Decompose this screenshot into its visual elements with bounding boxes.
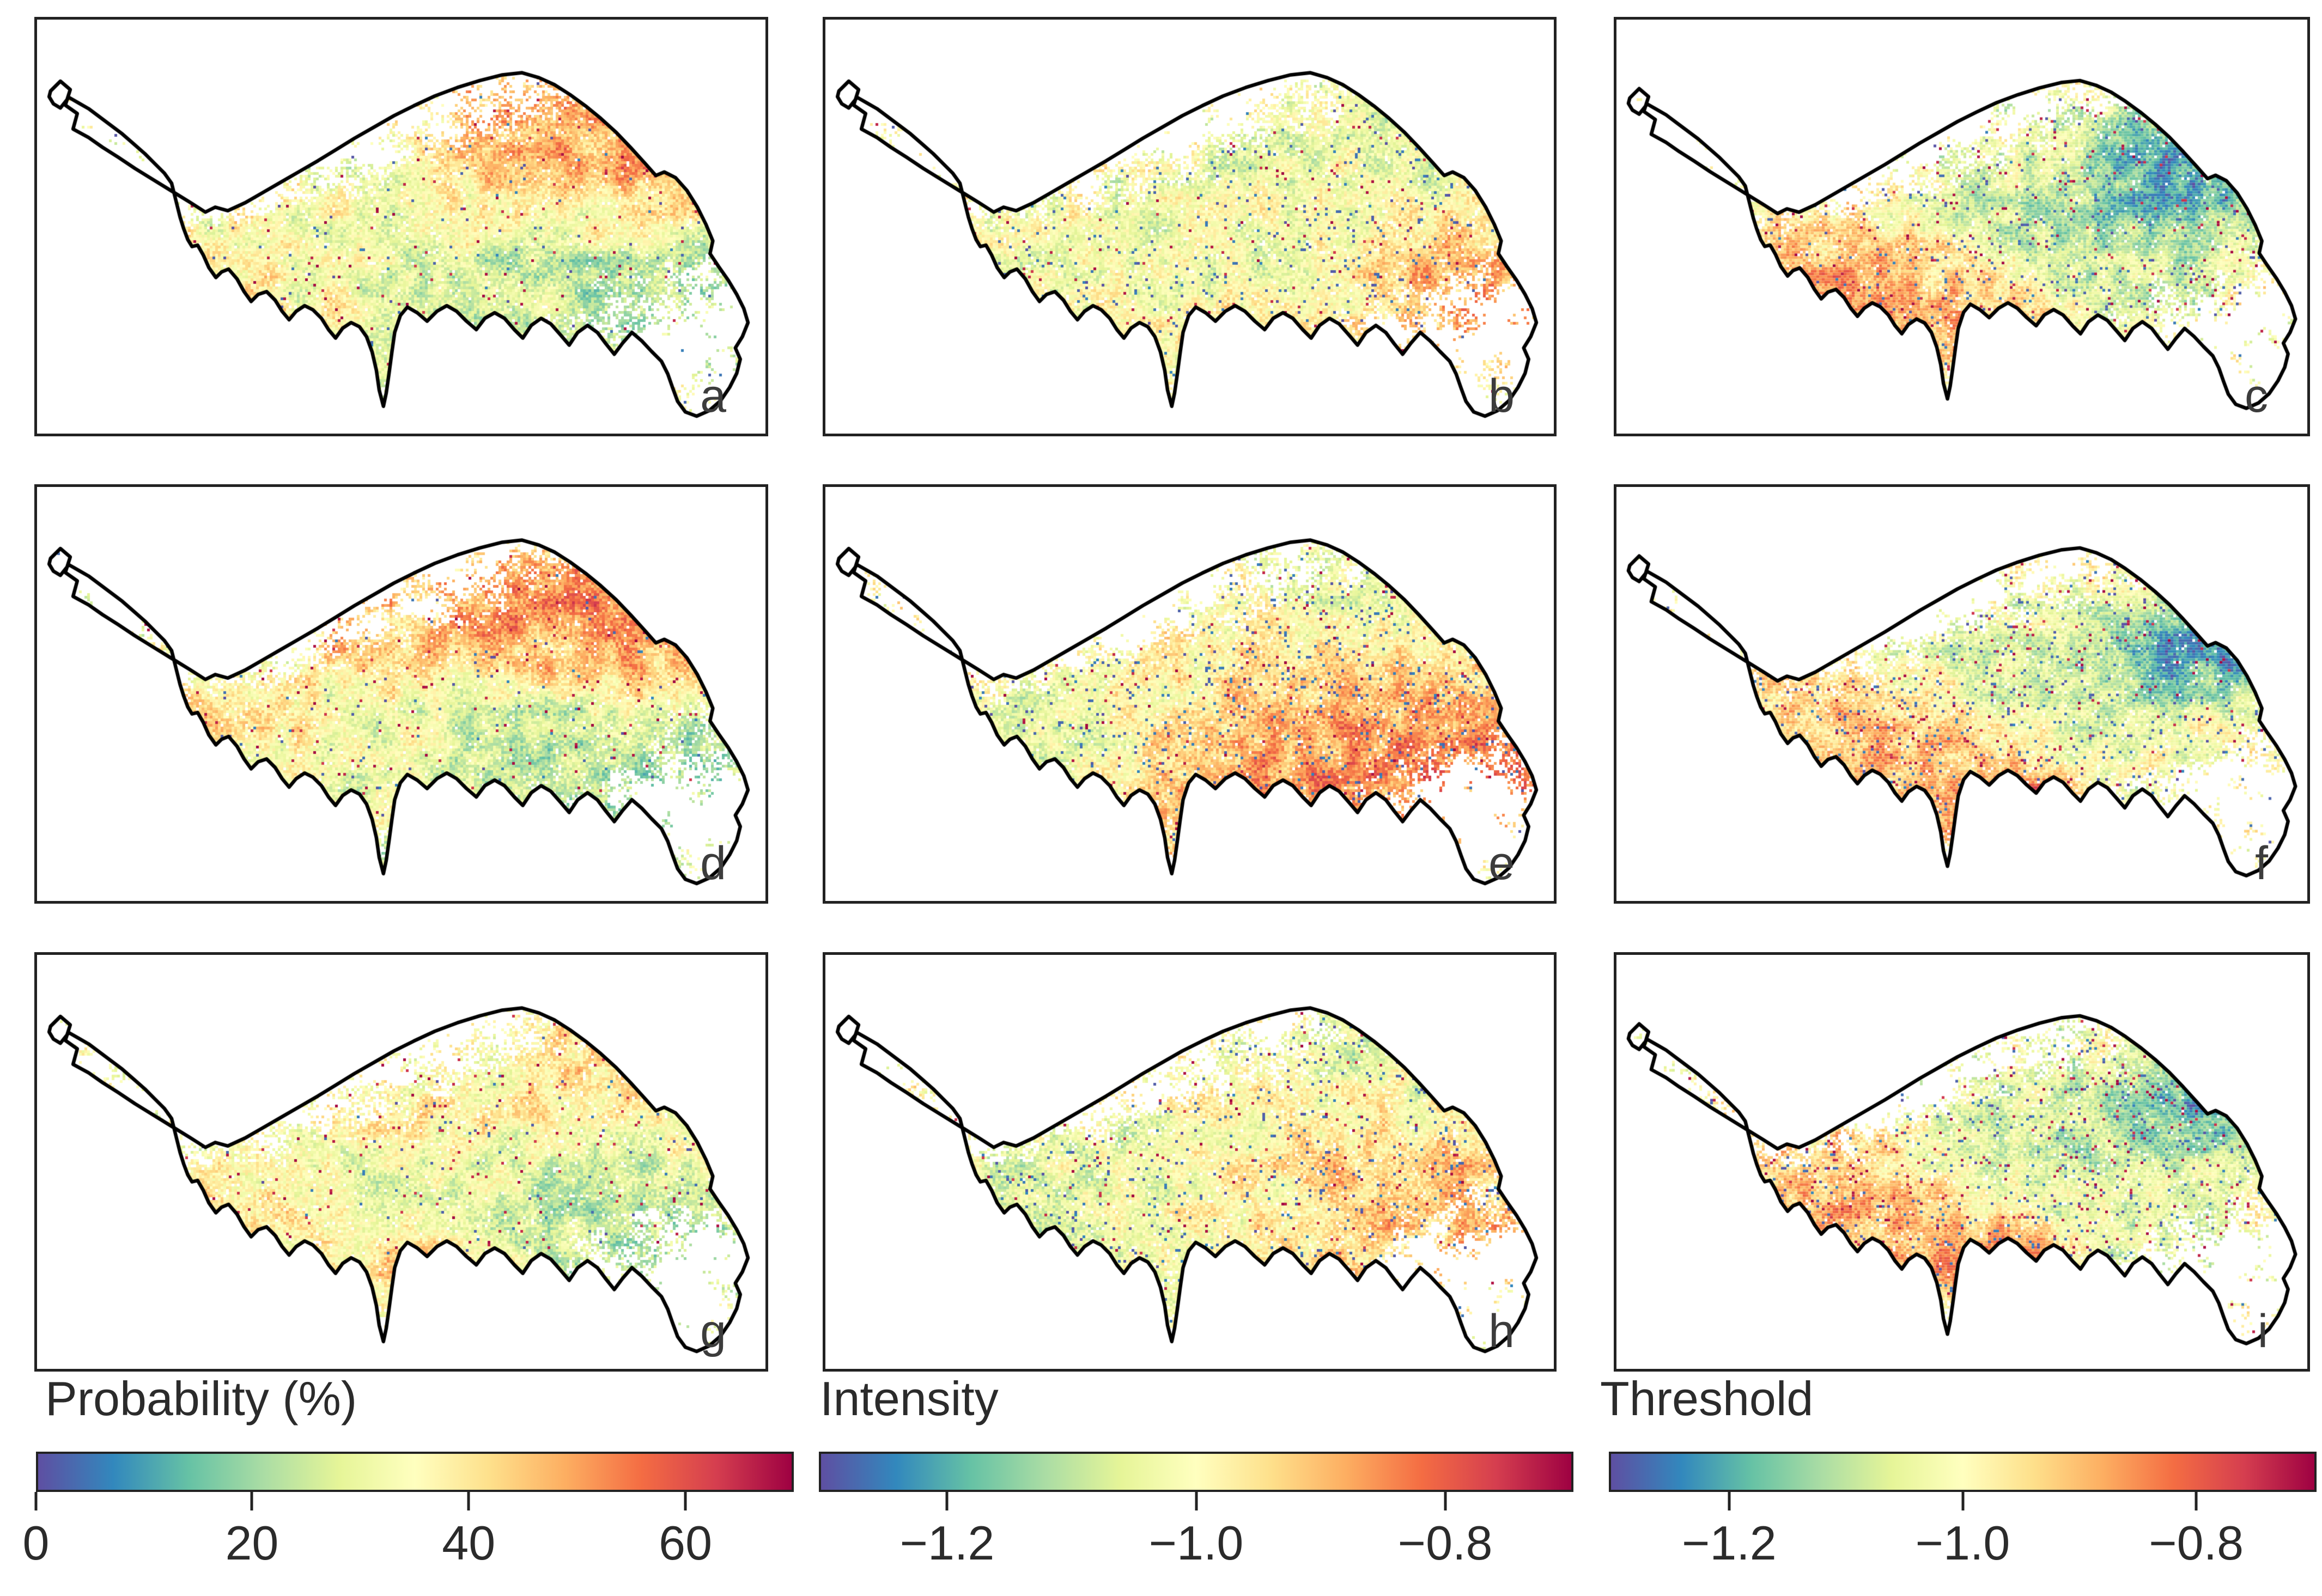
- colorbar-title-intensity: Intensity: [820, 1372, 999, 1426]
- colorbar-tick: [467, 1492, 470, 1510]
- colorbar-title-probability: Probability (%): [45, 1372, 357, 1426]
- map-canvas-a: [37, 20, 760, 428]
- colorbar-gradient: [36, 1452, 794, 1492]
- panel-letter-e: e: [1488, 837, 1515, 890]
- colorbar-tick: [34, 1492, 38, 1510]
- map-panel-h: h: [823, 952, 1557, 1372]
- colorbar-gradient: [819, 1452, 1573, 1492]
- colorbar-title-threshold: Threshold: [1600, 1372, 1814, 1426]
- colorbar-tick: [1961, 1492, 1964, 1510]
- map-canvas-i: [1616, 955, 2302, 1363]
- map-canvas-c: [1616, 20, 2302, 428]
- panel-letter-c: c: [2245, 370, 2268, 422]
- colorbar-tick-label: 0: [22, 1516, 50, 1570]
- map-panel-e: e: [823, 484, 1557, 904]
- panel-letter-h: h: [1488, 1305, 1515, 1357]
- colorbar-tick-label: 40: [442, 1516, 496, 1570]
- colorbar-tick: [684, 1492, 687, 1510]
- colorbar-tick-label: −1.0: [1148, 1516, 1244, 1570]
- map-panel-f: f: [1614, 484, 2310, 904]
- map-canvas-g: [37, 955, 760, 1363]
- colorbar-tick: [1444, 1492, 1447, 1510]
- colorbar-tick: [2195, 1492, 2198, 1510]
- panel-letter-b: b: [1488, 370, 1515, 422]
- colorbar-threshold: −1.2 −1.0 −0.8: [1609, 1452, 2317, 1567]
- colorbar-tick-label: −1.2: [899, 1516, 995, 1570]
- map-panel-i: i: [1614, 952, 2310, 1372]
- colorbar-tick-label: −1.0: [1915, 1516, 2010, 1570]
- colorbar-tick: [945, 1492, 949, 1510]
- colorbar-intensity: −1.2 −1.0 −0.8: [819, 1452, 1573, 1567]
- colorbar-tick-label: 20: [225, 1516, 279, 1570]
- map-panel-b: b: [823, 17, 1557, 436]
- colorbar-tick: [1728, 1492, 1731, 1510]
- colorbar-tick-label: 60: [659, 1516, 713, 1570]
- map-panel-g: g: [34, 952, 768, 1372]
- colorbar-tick: [250, 1492, 253, 1510]
- panel-letter-g: g: [700, 1305, 726, 1357]
- colorbar-tick-label: −1.2: [1681, 1516, 1777, 1570]
- map-canvas-h: [825, 955, 1548, 1363]
- panel-letter-d: d: [700, 837, 726, 890]
- colorbar-tick-label: −0.8: [1397, 1516, 1493, 1570]
- colorbar-probability: 0 20 40 60: [23, 1452, 794, 1567]
- colorbar-tick: [1195, 1492, 1198, 1510]
- map-canvas-e: [825, 487, 1548, 896]
- map-panel-a: a: [34, 17, 768, 436]
- colorbar-gradient: [1609, 1452, 2317, 1492]
- panel-letter-f: f: [2255, 837, 2268, 890]
- map-canvas-b: [825, 20, 1548, 428]
- map-canvas-d: [37, 487, 760, 896]
- panel-letter-a: a: [700, 370, 726, 422]
- map-canvas-f: [1616, 487, 2302, 896]
- map-panel-d: d: [34, 484, 768, 904]
- colorbar-tick-label: −0.8: [2149, 1516, 2244, 1570]
- map-panel-c: c: [1614, 17, 2310, 436]
- panel-letter-i: i: [2257, 1305, 2268, 1357]
